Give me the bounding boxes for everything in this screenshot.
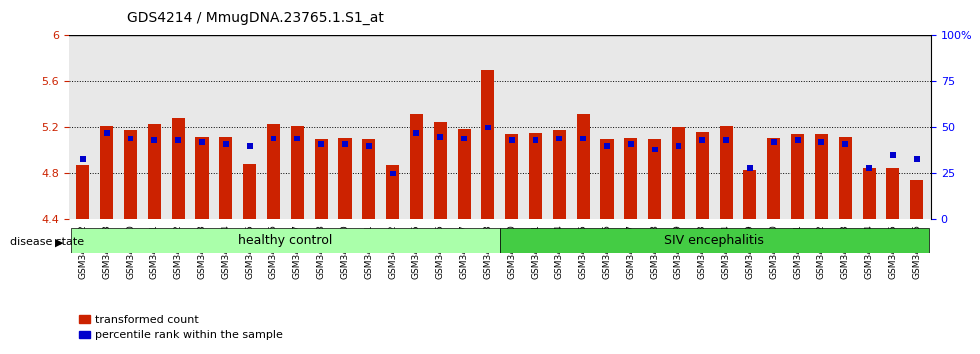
Bar — [152, 137, 158, 143]
Bar — [747, 165, 753, 171]
Bar — [366, 143, 371, 149]
Bar — [675, 143, 681, 149]
Bar — [481, 70, 495, 219]
Bar — [462, 136, 467, 141]
Bar — [601, 139, 613, 219]
Bar — [222, 141, 228, 147]
Bar — [291, 126, 304, 219]
Bar — [628, 141, 634, 147]
Text: ▶: ▶ — [55, 238, 64, 247]
Bar — [791, 135, 805, 219]
Bar — [414, 130, 419, 136]
Bar — [719, 126, 733, 219]
Bar — [652, 147, 658, 153]
Legend: transformed count, percentile rank within the sample: transformed count, percentile rank withi… — [74, 310, 287, 345]
Bar — [148, 124, 161, 219]
Bar — [557, 136, 563, 141]
Bar — [100, 126, 114, 219]
Text: GDS4214 / MmugDNA.23765.1.S1_at: GDS4214 / MmugDNA.23765.1.S1_at — [127, 11, 384, 25]
Bar — [839, 137, 852, 219]
Bar — [437, 134, 443, 139]
Bar — [458, 129, 470, 219]
Bar — [315, 139, 327, 219]
Bar — [434, 122, 447, 219]
Bar — [220, 137, 232, 219]
Bar — [886, 168, 900, 219]
Bar — [866, 165, 872, 171]
Bar — [410, 114, 423, 219]
Bar — [270, 136, 276, 141]
Text: SIV encephalitis: SIV encephalitis — [664, 234, 764, 247]
Bar — [862, 168, 875, 219]
Bar — [604, 143, 610, 149]
Bar — [529, 133, 542, 219]
Bar — [814, 135, 828, 219]
Bar — [363, 139, 375, 219]
Bar — [771, 139, 777, 145]
Text: healthy control: healthy control — [238, 234, 332, 247]
Bar — [243, 164, 256, 219]
Bar — [576, 114, 590, 219]
Bar — [913, 156, 919, 162]
Bar — [386, 165, 399, 219]
Bar — [127, 136, 133, 141]
Bar — [509, 137, 514, 143]
Bar — [175, 137, 181, 143]
Bar — [247, 143, 253, 149]
Bar — [124, 130, 137, 219]
Bar — [744, 170, 757, 219]
Bar — [890, 152, 896, 158]
Bar — [723, 137, 729, 143]
Bar — [342, 141, 348, 147]
Bar — [818, 139, 824, 145]
Bar — [338, 138, 352, 219]
Bar — [294, 136, 300, 141]
Bar — [910, 181, 923, 219]
Bar — [795, 137, 801, 143]
Bar — [767, 138, 780, 219]
Bar — [390, 171, 396, 176]
Bar — [172, 118, 185, 219]
Bar — [500, 228, 929, 253]
Bar — [580, 136, 586, 141]
Bar — [199, 139, 205, 145]
Text: disease state: disease state — [10, 238, 84, 247]
Bar — [71, 228, 500, 253]
Bar — [700, 137, 706, 143]
Bar — [485, 125, 491, 130]
Bar — [195, 137, 209, 219]
Bar — [318, 141, 324, 147]
Bar — [553, 130, 565, 219]
Bar — [696, 132, 709, 219]
Bar — [505, 135, 518, 219]
Bar — [624, 138, 637, 219]
Bar — [76, 165, 89, 219]
Bar — [842, 141, 848, 147]
Bar — [267, 124, 280, 219]
Bar — [532, 137, 538, 143]
Bar — [672, 127, 685, 219]
Bar — [104, 130, 110, 136]
Bar — [80, 156, 86, 162]
Bar — [648, 139, 662, 219]
